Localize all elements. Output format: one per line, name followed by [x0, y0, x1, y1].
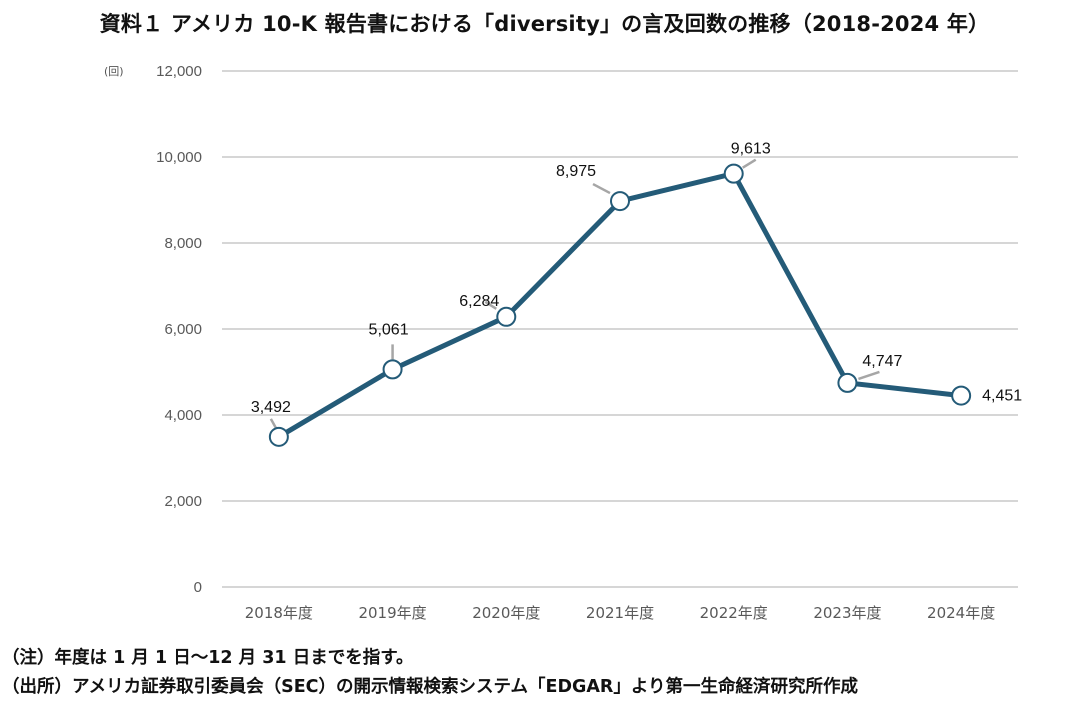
data-label: 6,284 — [459, 293, 499, 310]
y-tick-label: 6,000 — [164, 321, 202, 338]
x-tick-label: 2019年度 — [358, 604, 426, 622]
y-tick-label: 2,000 — [164, 493, 202, 510]
x-tick-label: 2021年度 — [586, 604, 654, 622]
line-chart: 0 2,000 4,000 6,000 8,000 10,000 12,000 2018年度… — [156, 63, 1022, 622]
data-point — [382, 359, 403, 380]
data-labels: 3,492 5,061 6,284 8,975 9,613 4,747 4,451 — [251, 141, 1022, 416]
y-tick-label: 12,000 — [156, 63, 202, 80]
y-tick-label: 10,000 — [156, 149, 202, 166]
x-tick-label: 2020年度 — [472, 604, 540, 622]
data-label: 4,747 — [862, 353, 902, 370]
y-tick-label: 0 — [194, 579, 202, 596]
x-tick-label: 2022年度 — [700, 604, 768, 622]
footnote-source: （出所）アメリカ証券取引委員会（SEC）の開示情報検索システム「EDGAR」より… — [2, 677, 859, 697]
data-point — [496, 306, 517, 327]
x-tick-label: 2024年度 — [927, 604, 995, 622]
gridlines — [222, 70, 1018, 588]
y-axis-unit-label: (回) — [104, 65, 124, 78]
y-tick-label: 4,000 — [164, 407, 202, 424]
data-point — [610, 191, 630, 212]
data-label: 4,451 — [982, 388, 1022, 405]
data-label: 3,492 — [251, 399, 291, 416]
y-tick-labels: 0 2,000 4,000 6,000 8,000 10,000 12,000 — [156, 63, 202, 596]
data-point — [268, 426, 289, 447]
data-label: 5,061 — [369, 321, 409, 338]
data-points — [268, 163, 972, 447]
x-tick-label: 2023年度 — [813, 604, 881, 622]
x-tick-labels: 2018年度 2019年度 2020年度 2021年度 2022年度 2023年度 2024… — [245, 604, 995, 622]
data-label-leaders — [269, 158, 880, 429]
x-tick-label: 2018年度 — [245, 604, 313, 622]
footnote-note: （注）年度は 1 月 1 日～12 月 31 日までを指す。 — [2, 648, 414, 668]
series-line — [276, 171, 964, 440]
data-point — [951, 385, 972, 406]
data-label-leader — [858, 370, 880, 381]
chart-title: 資料１ アメリカ 10-K 報告書における「diversity」の言及回数の推移… — [99, 12, 990, 36]
data-label: 8,975 — [556, 163, 596, 180]
data-label-leader — [742, 158, 757, 169]
data-label-leader — [269, 418, 277, 429]
data-label-leader — [484, 300, 497, 310]
data-point — [723, 163, 744, 184]
y-tick-label: 8,000 — [164, 235, 202, 252]
data-label-leader — [592, 182, 611, 195]
data-point — [837, 372, 858, 393]
data-label: 9,613 — [731, 141, 771, 158]
